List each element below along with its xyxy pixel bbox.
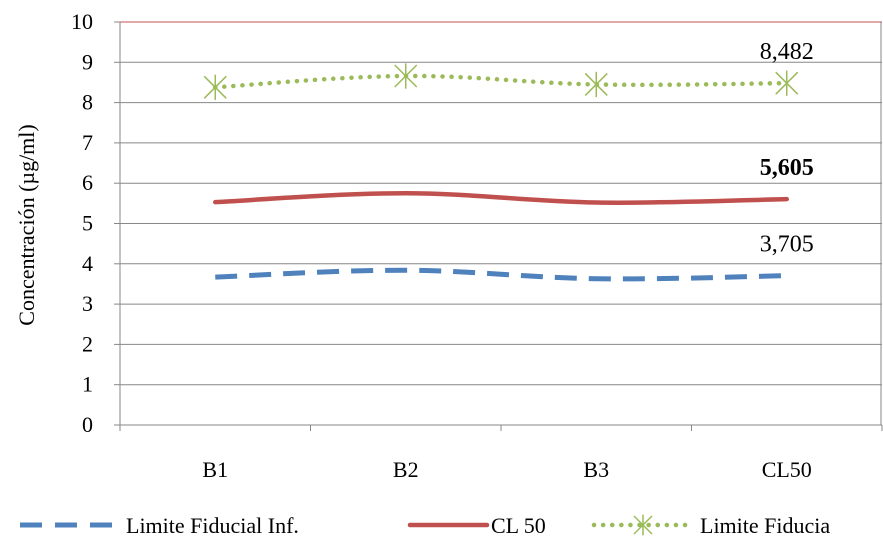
series-line-0 [215, 267, 787, 282]
grid-lines [120, 21, 882, 426]
legend-item: Limite Fiducial Inf. [20, 513, 299, 538]
y-tick-label: 4 [82, 251, 93, 276]
x-tick-label: B1 [202, 457, 228, 482]
series-lines [203, 63, 799, 282]
legend-label: Limite Fiducial Inf. [126, 513, 299, 538]
series-marker-2 [394, 63, 418, 89]
series-marker-2 [584, 71, 608, 98]
x-tick-label: B2 [393, 457, 419, 482]
legend: Limite Fiducial Inf. CL 50 Limite Fiducia [20, 513, 830, 538]
series-line-1 [213, 191, 789, 205]
y-tick-labels: 0 1 2 3 4 5 6 7 8 9 10 [71, 9, 93, 437]
y-tick-label: 8 [82, 90, 93, 115]
y-tick-label: 7 [82, 130, 93, 155]
x-tick-label: B3 [583, 457, 609, 482]
y-tick-label: 3 [82, 291, 93, 316]
data-label-2: 8,482 [760, 39, 814, 65]
x-tick-labels: B1 B2 B3 CL50 [202, 457, 811, 482]
legend-item: CL 50 [407, 513, 546, 538]
y-axis-label: Concentración (µg/ml) [14, 124, 39, 325]
legend-label: CL 50 [491, 513, 546, 538]
legend-marker-icon [633, 514, 653, 536]
data-labels: 3,705 5,605 8,482 [760, 39, 814, 258]
legend-item: Limite Fiducia [591, 513, 830, 538]
series-marker-2 [203, 74, 227, 100]
axes [114, 21, 883, 431]
y-tick-label: 0 [82, 412, 93, 437]
series-marker-2 [775, 70, 799, 96]
y-tick-label: 5 [82, 211, 93, 236]
data-label-0: 3,705 [760, 232, 814, 258]
y-tick-label: 10 [71, 9, 93, 34]
series-line-2 [213, 73, 789, 90]
y-tick-label: 2 [82, 331, 93, 356]
y-tick-label: 6 [82, 170, 93, 195]
legend-label: Limite Fiducia [700, 513, 830, 538]
y-tick-label: 1 [82, 372, 93, 397]
x-tick-label: CL50 [762, 457, 812, 482]
y-tick-label: 9 [82, 49, 93, 74]
data-label-1: 5,605 [760, 155, 814, 181]
